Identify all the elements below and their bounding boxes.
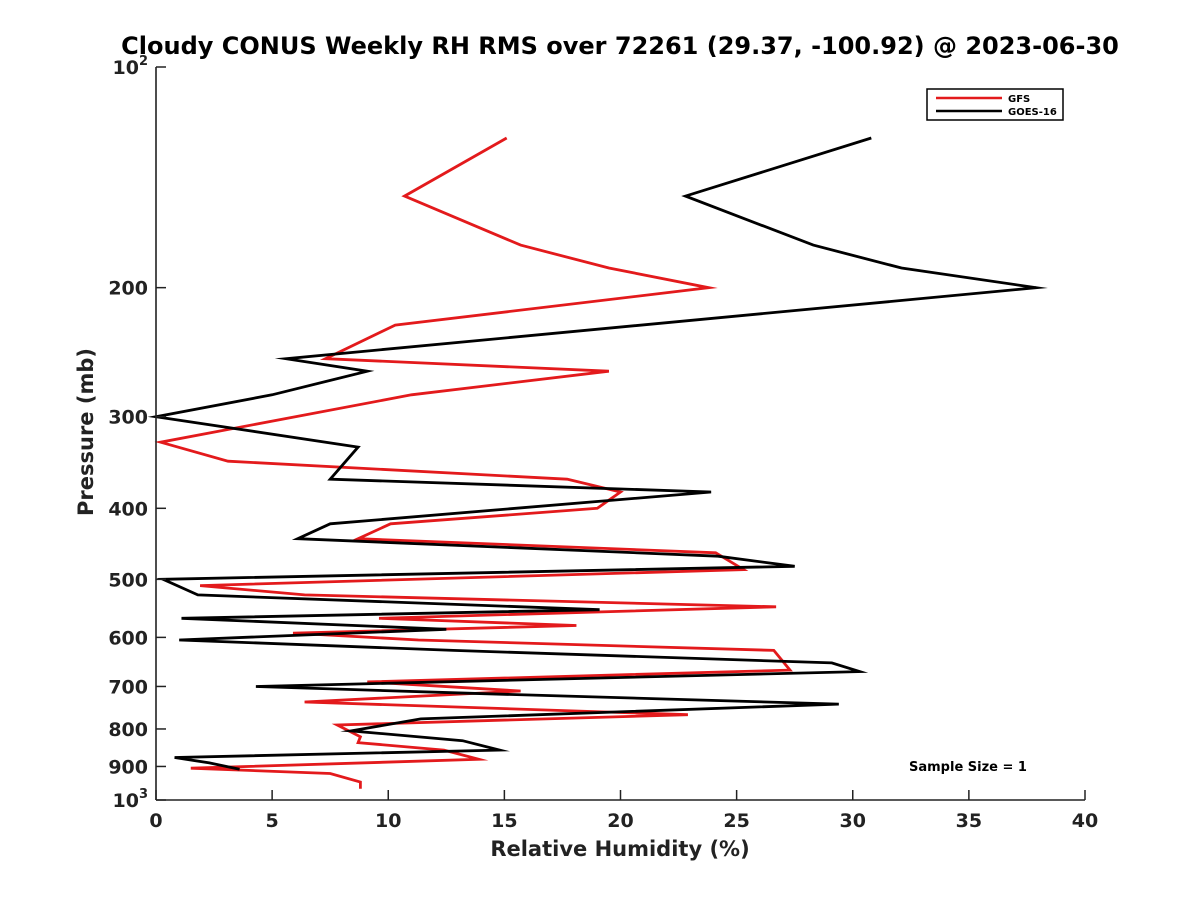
y-tick-label: 700	[108, 676, 148, 698]
x-tick-label: 25	[723, 810, 749, 832]
x-tick-label: 10	[375, 810, 401, 832]
legend: GFS GOES-16	[926, 88, 1064, 121]
chart-title: Cloudy CONUS Weekly RH RMS over 72261 (2…	[121, 32, 1119, 60]
legend-box	[926, 88, 1064, 121]
y-tick-label: 600	[108, 627, 148, 649]
x-axis-label: Relative Humidity (%)	[490, 837, 749, 861]
x-tick-label: 20	[607, 810, 633, 832]
y-tick-label: 102	[113, 54, 149, 79]
y-axis-label: Pressure (mb)	[74, 348, 98, 516]
x-tick-label: 0	[149, 810, 162, 832]
y-tick-label: 200	[108, 278, 148, 300]
series-line-goes16	[147, 136, 1048, 771]
y-tick-label: 900	[108, 756, 148, 778]
series-layer	[147, 136, 1048, 789]
y-tick-label: 800	[108, 719, 148, 741]
y-tick-label: 300	[108, 407, 148, 429]
y-tick-label: 500	[108, 569, 148, 591]
series-line-gfs	[154, 136, 793, 789]
x-tick-label: 5	[266, 810, 279, 832]
x-tick-label: 40	[1072, 810, 1098, 832]
axes-layer	[155, 67, 1085, 801]
sample-size-annotation: Sample Size = 1	[909, 760, 1027, 775]
y-tick-label: 103	[113, 787, 149, 812]
x-tick-label: 15	[491, 810, 517, 832]
legend-label-gfs: GFS	[1008, 94, 1030, 105]
legend-label-goes16: GOES-16	[1008, 107, 1057, 118]
ticks-layer: 0 5 10 15 20 25 30 35 40 102 200 300 400 500 600 700 800…	[108, 54, 1098, 832]
x-tick-label: 30	[840, 810, 866, 832]
y-tick-label: 400	[108, 498, 148, 520]
x-tick-label: 35	[956, 810, 982, 832]
